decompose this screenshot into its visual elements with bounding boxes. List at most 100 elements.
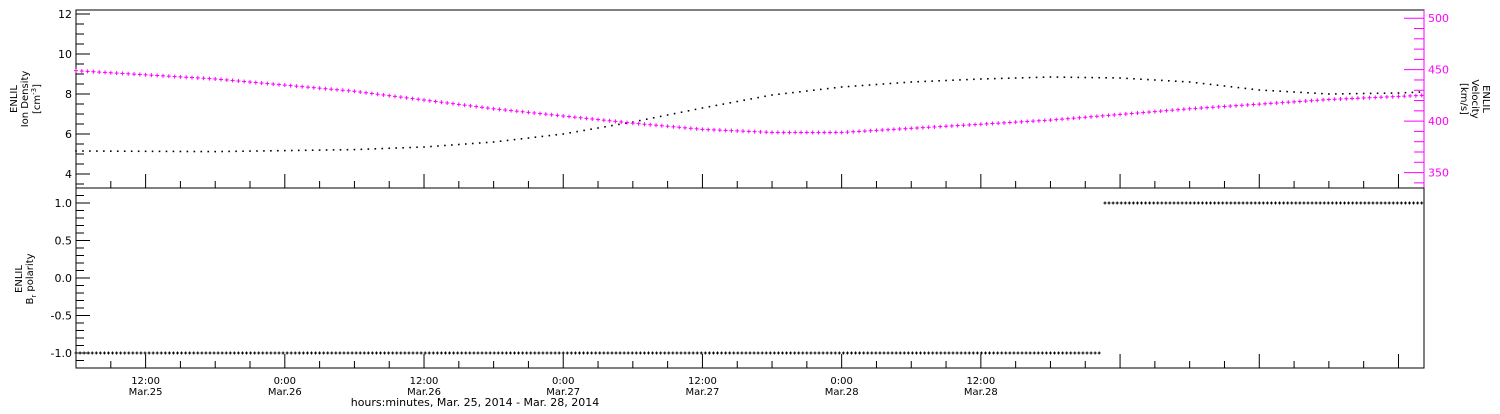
density-marker: [1195, 82, 1198, 84]
density-marker: [353, 148, 356, 151]
y-left-title-line-1: ENLIL: [9, 85, 20, 113]
density-marker: [806, 90, 808, 92]
density-marker: [701, 107, 704, 109]
density-marker: [1021, 77, 1024, 79]
x-axis: 12:00Mar.250:00Mar.2612:00Mar.260:00Mar.…: [75, 174, 1399, 398]
density-marker: [221, 150, 223, 153]
density-marker: [1056, 76, 1059, 78]
density-marker: [423, 146, 425, 148]
density-marker: [96, 150, 98, 152]
density-marker: [583, 129, 585, 132]
density-marker: [1140, 78, 1142, 80]
density-marker: [743, 99, 745, 101]
density-marker: [548, 134, 551, 137]
x-tick-label-date: Mar.27: [686, 387, 720, 398]
density-marker: [1188, 81, 1191, 83]
density-marker: [638, 119, 641, 122]
density-marker: [736, 100, 739, 103]
x-tick-label-time: 12:00: [410, 376, 439, 387]
density-marker: [1028, 76, 1031, 79]
density-marker: [158, 150, 161, 153]
density-marker: [1335, 93, 1337, 95]
density-marker: [687, 110, 690, 112]
density-marker: [868, 84, 871, 86]
density-marker: [1244, 87, 1247, 90]
density-marker: [903, 81, 906, 84]
density-marker: [576, 130, 578, 133]
density-marker: [875, 83, 878, 86]
density-marker: [1119, 77, 1121, 79]
series-polarity: [74, 201, 1424, 355]
y-right-title-line: ENLIL: [1480, 85, 1491, 113]
density-marker: [103, 150, 105, 152]
density-marker: [1355, 92, 1358, 95]
density-marker: [771, 94, 773, 96]
density-marker: [1341, 93, 1344, 95]
density-marker: [819, 88, 822, 91]
density-marker: [917, 80, 920, 83]
density-marker: [715, 104, 718, 107]
density-marker: [1348, 92, 1351, 95]
density-marker: [534, 136, 537, 138]
bottom-panel: -1.0 -0.5 0.0 0.5 1.0 ENLILBr polarity: [14, 187, 1425, 369]
density-marker: [110, 150, 112, 152]
density-marker: [1126, 77, 1128, 80]
density-marker: [1084, 76, 1087, 79]
density-marker: [1174, 80, 1177, 82]
density-marker: [409, 146, 411, 149]
density-marker: [993, 77, 996, 80]
density-marker: [729, 102, 732, 104]
density-marker: [666, 114, 669, 116]
density-marker: [179, 150, 182, 153]
density-marker: [1293, 91, 1295, 93]
y-bottom-tick-label: 0.5: [55, 235, 73, 248]
density-marker: [116, 150, 119, 152]
density-marker: [123, 150, 126, 153]
density-marker: [889, 82, 892, 85]
density-marker: [228, 150, 230, 153]
density-marker: [910, 81, 913, 83]
x-tick-label-time: 12:00: [131, 376, 160, 387]
density-marker: [694, 108, 697, 111]
density-marker: [882, 83, 885, 85]
density-marker: [555, 134, 558, 136]
density-marker: [569, 132, 571, 134]
series-density: [75, 76, 1421, 153]
density-marker: [1077, 76, 1080, 79]
density-marker: [764, 95, 766, 98]
density-marker: [388, 147, 391, 150]
top-frame: [75, 9, 1425, 189]
density-marker: [200, 150, 203, 153]
density-marker: [1397, 92, 1400, 94]
density-marker: [1147, 78, 1149, 81]
density-marker: [1133, 78, 1135, 80]
density-marker: [590, 128, 592, 130]
y-bottom-axis-title: ENLILBr polarity: [14, 253, 38, 304]
density-marker: [785, 92, 787, 95]
density-marker: [1216, 84, 1219, 86]
density-marker: [1390, 92, 1393, 94]
density-marker: [464, 143, 467, 145]
density-marker: [235, 150, 237, 153]
density-marker: [618, 123, 620, 126]
y-bottom-tick-label: -1.0: [51, 347, 72, 360]
density-marker: [1105, 77, 1107, 79]
x-tick-label-date: Mar.26: [407, 387, 441, 398]
x-tick-label-time: 0:00: [830, 376, 852, 387]
density-marker: [1286, 90, 1288, 93]
density-marker: [172, 150, 175, 153]
density-marker: [458, 143, 460, 146]
density-marker: [1230, 86, 1233, 88]
density-marker: [256, 150, 258, 152]
density-marker: [75, 150, 77, 152]
density-marker: [249, 150, 251, 152]
density-marker: [360, 148, 363, 151]
density-marker: [325, 149, 328, 151]
density-marker: [604, 126, 606, 128]
density-marker: [597, 127, 599, 129]
density-marker: [778, 93, 780, 95]
density-marker: [416, 146, 418, 149]
density-marker: [1328, 93, 1330, 95]
